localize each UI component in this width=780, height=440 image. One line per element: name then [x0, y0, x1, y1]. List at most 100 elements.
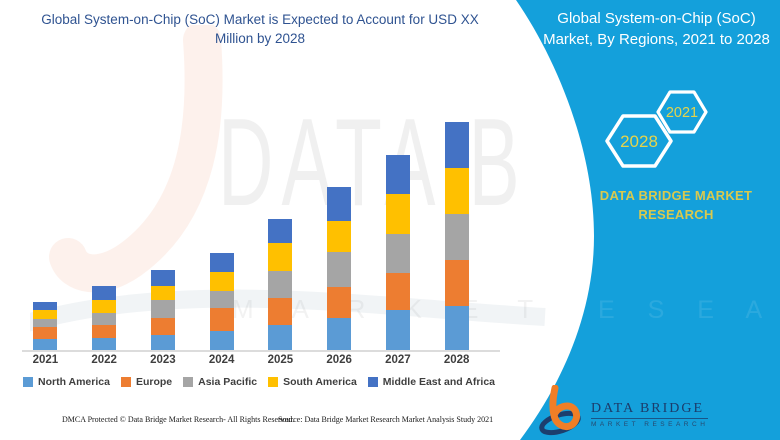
hexagon-2021-label: 2021 — [666, 105, 698, 121]
bar-segment — [209, 253, 234, 272]
bar-slot-2021 — [16, 302, 75, 350]
stacked-bar-2025 — [268, 219, 293, 350]
bar-segment — [92, 313, 117, 325]
legend-swatch — [120, 377, 131, 387]
stacked-bar-2026 — [327, 187, 352, 350]
bar-segment — [33, 327, 58, 339]
bar-segment — [444, 306, 469, 350]
legend-label: Asia Pacific — [198, 376, 258, 388]
x-axis-labels: 2021 2022 2023 2024 2025 2026 2027 2028 — [16, 354, 486, 366]
x-axis-label: 2024 — [208, 354, 235, 366]
bar-segment — [209, 308, 234, 331]
bar-segment — [92, 325, 117, 338]
x-axis-label: 2025 — [267, 354, 294, 366]
legend-swatch — [367, 377, 378, 387]
bar-segment — [268, 243, 293, 271]
bar-segment — [268, 325, 293, 350]
logo-tagline: MARKET RESEARCH — [591, 420, 709, 428]
bar-slot-2025 — [251, 219, 310, 350]
stacked-bar-2022 — [92, 286, 117, 350]
bar-segment — [385, 234, 410, 273]
chart-title: Global System-on-Chip (SoC) Market is Ex… — [41, 12, 479, 46]
bar-segment — [150, 300, 175, 318]
chart-plot — [16, 88, 486, 350]
sidebar-title: Global System-on-Chip (SoC) Market, By R… — [543, 10, 770, 48]
bar-slot-2024 — [192, 253, 251, 350]
bar-segment — [209, 331, 234, 350]
legend-label: Europe — [135, 376, 173, 388]
x-axis-label: 2023 — [150, 354, 176, 366]
x-axis-label: 2028 — [443, 354, 470, 366]
bar-segment — [268, 298, 293, 325]
legend-item: Europe — [120, 376, 173, 388]
bar-segment — [150, 335, 175, 350]
hexagon-2028: 2028 — [605, 114, 673, 168]
bar-segment — [209, 272, 234, 291]
bar-segment — [385, 310, 410, 350]
databridge-logo: DATA BRIDGE MARKET RESEARCH — [538, 385, 709, 437]
bar-segment — [92, 338, 117, 350]
stacked-bar-2028 — [444, 122, 469, 350]
bar-segment — [33, 319, 58, 327]
bar-segment — [268, 219, 293, 243]
bar-segment — [444, 260, 469, 306]
x-axis-label: 2021 — [32, 354, 59, 366]
bar-segment — [327, 252, 352, 287]
stacked-bar-2027 — [385, 155, 410, 350]
legend-item: Middle East and Africa — [367, 376, 496, 388]
bar-segment — [444, 214, 469, 260]
bar-segment — [268, 271, 293, 298]
bar-segment — [327, 318, 352, 350]
legend-item: Asia Pacific — [183, 376, 257, 388]
x-axis-label: 2022 — [91, 354, 117, 366]
bar-segment — [33, 339, 58, 350]
stacked-bar-2023 — [150, 270, 175, 350]
bar-segment — [33, 310, 58, 319]
bar-segment — [150, 318, 175, 335]
legend-item: South America — [268, 376, 357, 388]
bar-segment — [92, 286, 117, 300]
databridge-logo-text: DATA BRIDGE MARKET RESEARCH — [591, 395, 709, 428]
stacked-bar-2021 — [33, 302, 58, 350]
legend-item: North America — [22, 376, 110, 388]
bar-segment — [33, 302, 58, 310]
legend-swatch — [268, 377, 279, 387]
brand-wordmark: DATA BRIDGE MARKET RESEARCH — [599, 188, 753, 222]
stacked-bar-2024 — [209, 253, 234, 350]
bar-segment — [92, 300, 117, 313]
bar-segment — [150, 286, 175, 300]
x-axis-line — [22, 350, 500, 352]
bar-slot-2027 — [369, 155, 428, 350]
bar-segment — [327, 221, 352, 252]
bar-segment — [385, 155, 410, 194]
legend-label: Middle East and Africa — [382, 376, 496, 388]
bar-slot-2026 — [310, 187, 369, 350]
bar-segment — [385, 194, 410, 234]
bar-slot-2023 — [134, 270, 193, 350]
legend-swatch — [22, 377, 33, 387]
bar-segment — [444, 122, 469, 168]
bar-segment — [327, 187, 352, 221]
bar-slot-2028 — [427, 122, 486, 350]
bar-segment — [444, 168, 469, 214]
dmca-notice: DMCA Protected © Data Bridge Market Rese… — [62, 415, 295, 424]
watermark-research-text: E S E A R C H — [598, 296, 780, 324]
legend-label: South America — [283, 376, 357, 388]
bar-segment — [150, 270, 175, 286]
bar-segment — [327, 287, 352, 318]
legend: North America Europe Asia Pacific South Ame… — [8, 376, 510, 388]
hexagon-2028-label: 2028 — [620, 132, 658, 151]
watermark-brand-text: DATA B — [218, 93, 528, 233]
bar-segment — [385, 273, 410, 310]
hexagon-2021: 2021 — [656, 90, 708, 134]
bar-segment — [209, 291, 234, 308]
databridge-logo-icon — [539, 385, 581, 436]
legend-label: North America — [37, 376, 110, 388]
source-note: Source: Data Bridge Market Research Mark… — [278, 415, 494, 424]
x-axis-label: 2027 — [385, 354, 411, 366]
legend-swatch — [183, 377, 194, 387]
bar-slot-2022 — [75, 286, 134, 350]
x-axis-label: 2026 — [326, 354, 352, 366]
